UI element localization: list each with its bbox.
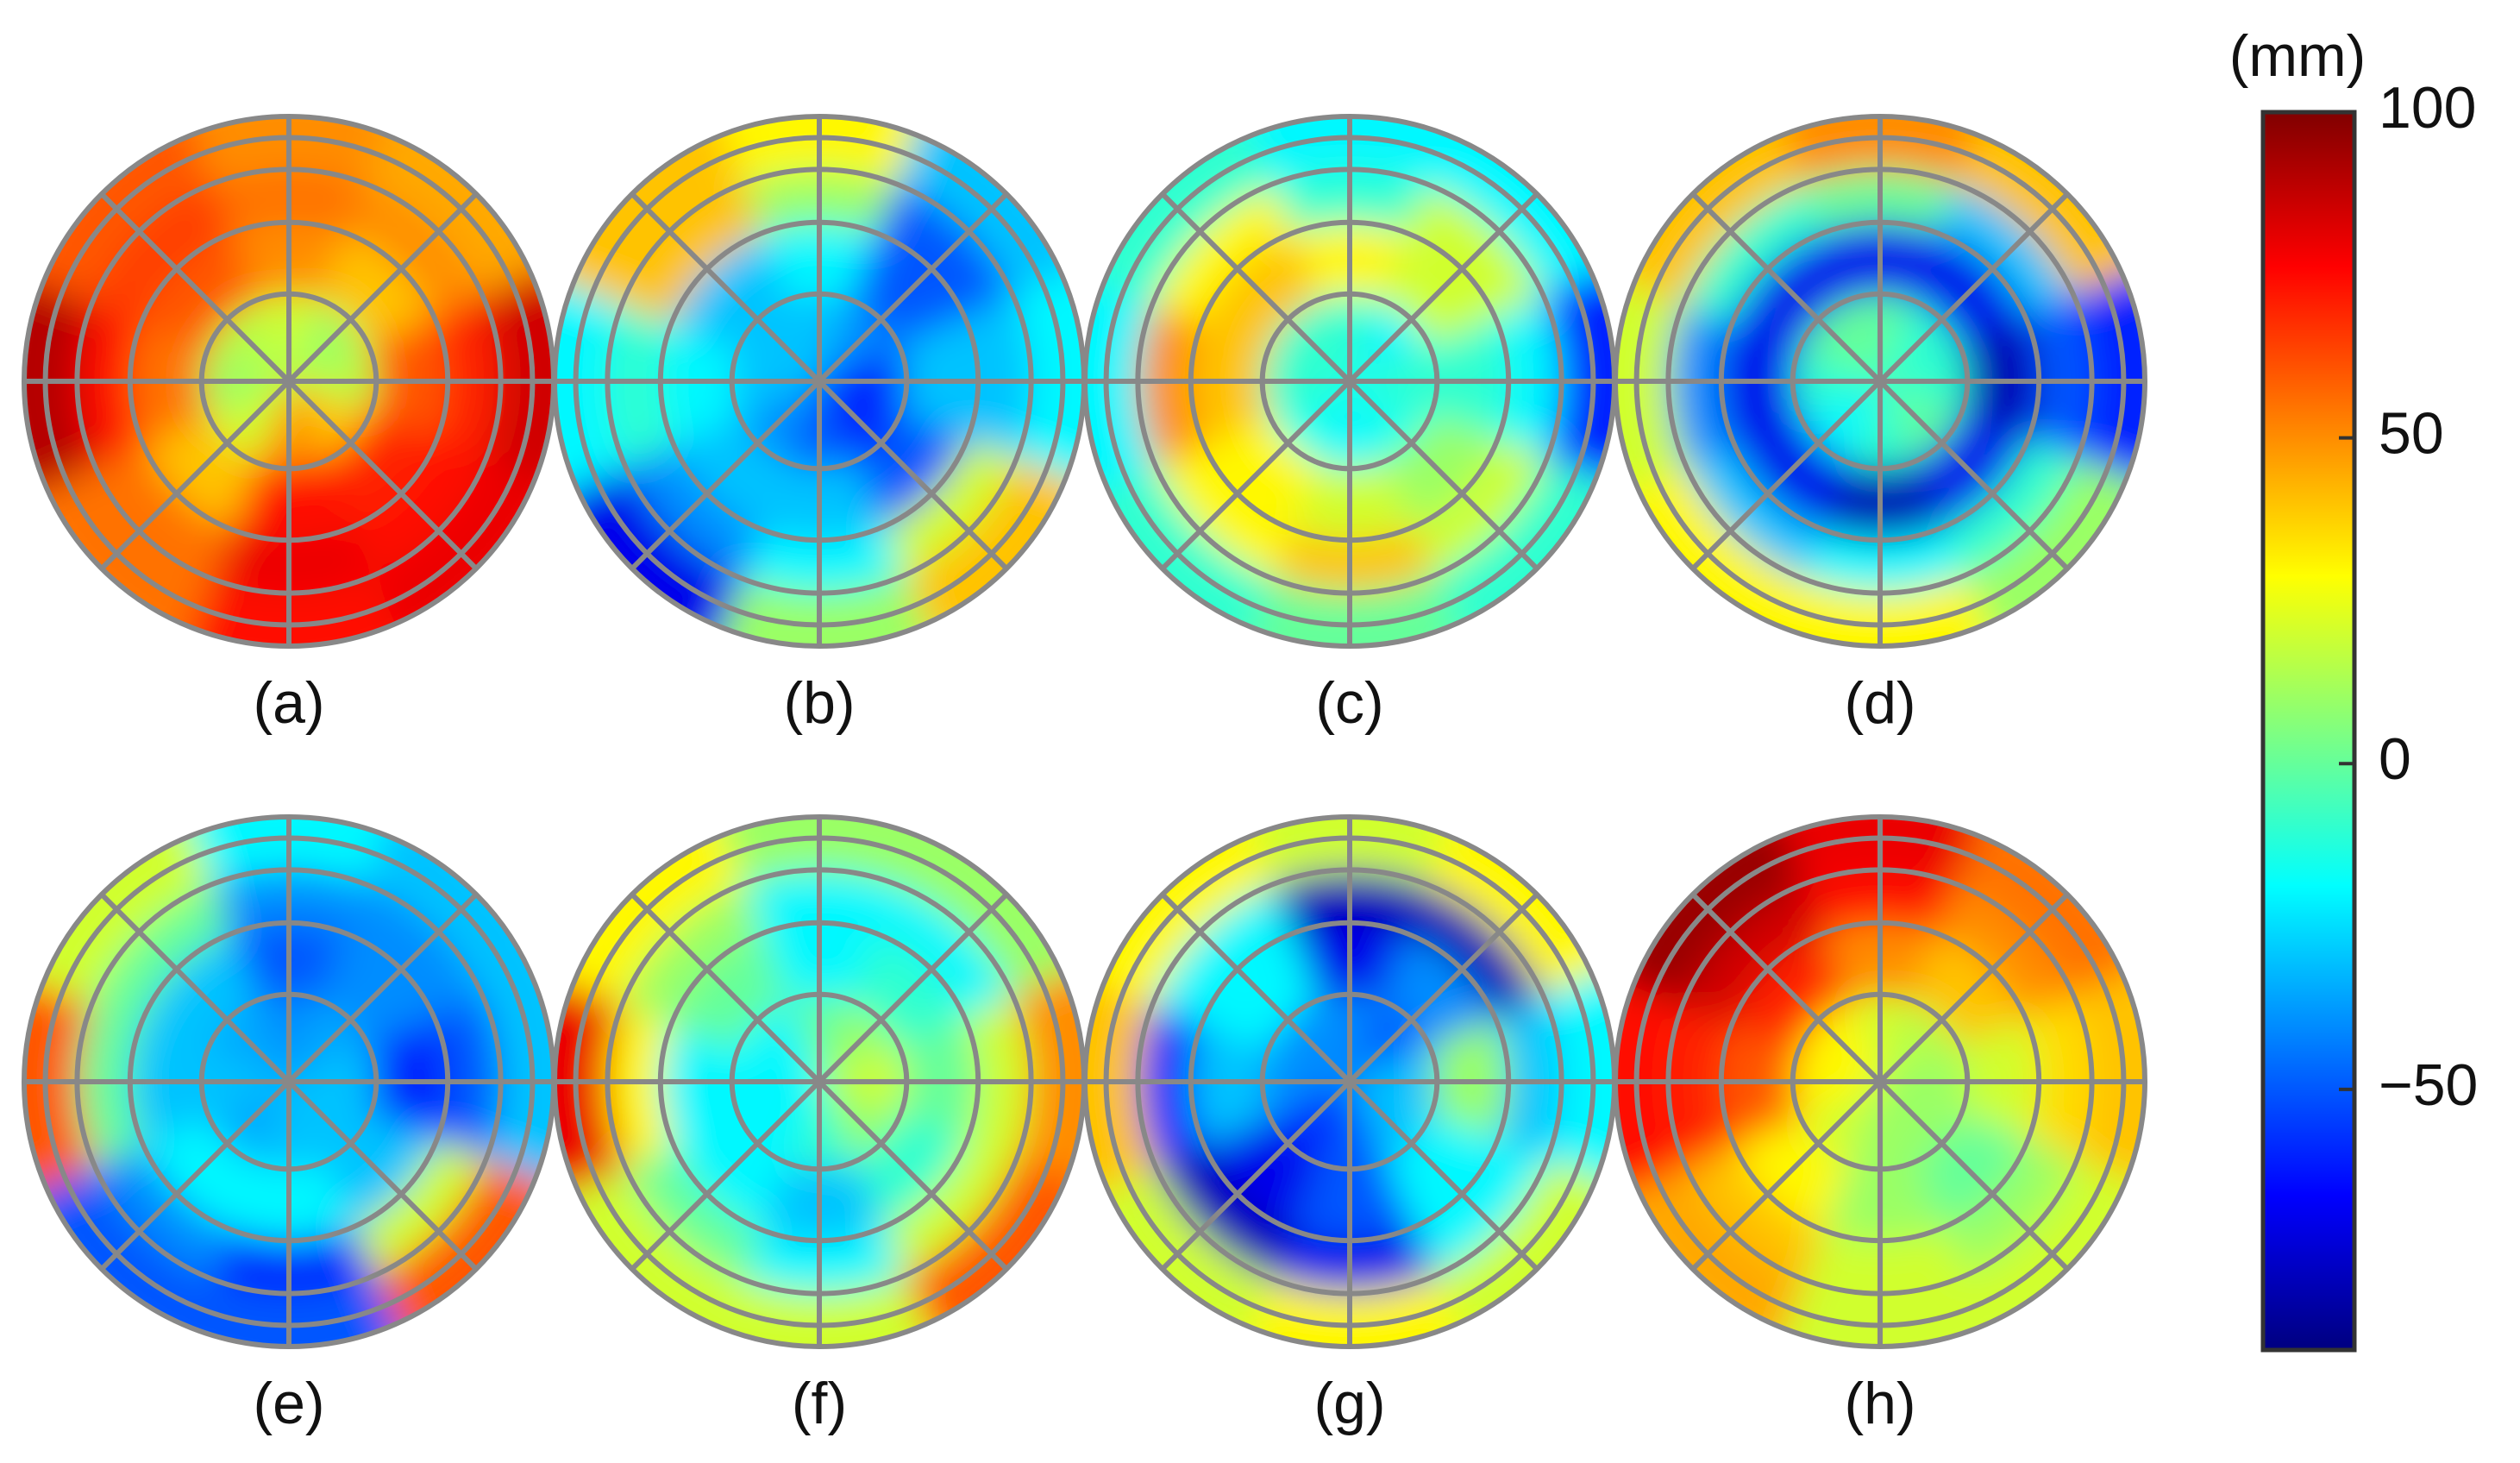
polar-grid (22, 814, 556, 1349)
panel-label: (c) (1315, 670, 1383, 736)
polar-grid (1082, 114, 1617, 649)
colorbar-tick-label: 50 (2379, 401, 2444, 467)
polar-grid (1082, 814, 1617, 1349)
polar-grid (1613, 114, 2147, 649)
grid-spoke (1690, 892, 2070, 1271)
panel-label: (g) (1313, 1371, 1385, 1436)
polar-grid (552, 814, 1087, 1349)
grid-spoke (1160, 892, 1539, 1271)
panel-label: (b) (783, 670, 855, 736)
panel-label: (f) (792, 1371, 847, 1436)
grid-spoke (630, 192, 1009, 571)
polar-grid (22, 114, 556, 649)
colorbar-tick-label: 0 (2379, 726, 2411, 792)
panel-label: (h) (1844, 1371, 1915, 1436)
colorbar-tick-label: 100 (2379, 75, 2476, 141)
polar-grid (552, 114, 1087, 649)
grid-spoke (99, 892, 479, 1271)
grid-spoke (1160, 192, 1539, 571)
grid-spoke (99, 192, 479, 571)
panel-label: (d) (1844, 670, 1915, 736)
polar-grid (1613, 814, 2147, 1349)
colorbar-tick-label: −50 (2379, 1052, 2478, 1118)
colorbar-label: (mm) (2229, 23, 2366, 89)
grid-spoke (1690, 192, 2070, 571)
panel-label: (e) (253, 1371, 324, 1436)
panel-label: (a) (253, 670, 324, 736)
colorbar (2260, 110, 2357, 1353)
grid-spoke (630, 892, 1009, 1271)
